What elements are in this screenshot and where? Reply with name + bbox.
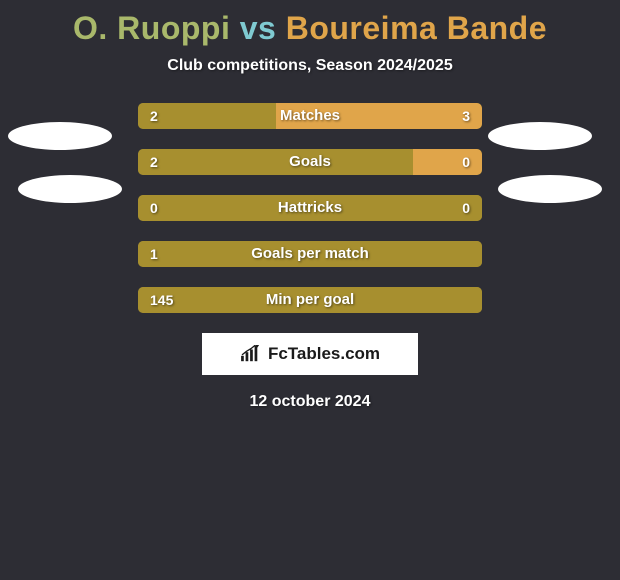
- stat-bar-row: 00Hattricks: [138, 195, 482, 221]
- stat-bar-row: 20Goals: [138, 149, 482, 175]
- page-title: O. Ruoppi vs Boureima Bande: [0, 0, 620, 47]
- date-label: 12 october 2024: [0, 393, 620, 411]
- decorative-oval: [498, 175, 602, 203]
- stat-bars: 23Matches 20Goals 00Hattricks 1Goals per ma…: [138, 103, 482, 313]
- title-player2: Boureima Bande: [286, 10, 547, 46]
- stat-bar-row: 1Goals per match: [138, 241, 482, 267]
- stat-label: Goals per match: [138, 241, 482, 267]
- decorative-oval: [488, 122, 592, 150]
- branding-text: FcTables.com: [268, 344, 380, 364]
- chart-icon: [240, 345, 262, 363]
- stat-label: Hattricks: [138, 195, 482, 221]
- decorative-oval: [8, 122, 112, 150]
- stat-bar-row: 23Matches: [138, 103, 482, 129]
- stat-label: Goals: [138, 149, 482, 175]
- branding-badge: FcTables.com: [202, 333, 418, 375]
- subtitle: Club competitions, Season 2024/2025: [0, 57, 620, 75]
- stat-bar-row: 145Min per goal: [138, 287, 482, 313]
- decorative-oval: [18, 175, 122, 203]
- stat-label: Min per goal: [138, 287, 482, 313]
- title-vs: vs: [240, 10, 277, 46]
- title-player1: O. Ruoppi: [73, 10, 230, 46]
- stat-label: Matches: [138, 103, 482, 129]
